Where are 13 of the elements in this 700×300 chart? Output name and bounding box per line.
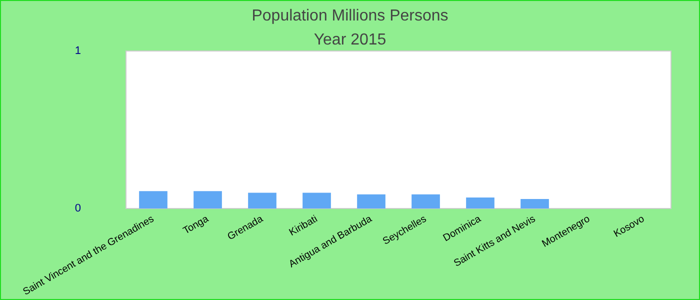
bar xyxy=(357,194,386,208)
bar xyxy=(248,192,276,208)
bar xyxy=(302,192,331,208)
bar xyxy=(412,194,440,208)
chart-title: Population Millions Persons xyxy=(252,8,448,24)
bar xyxy=(466,197,494,208)
chart-subtitle: Year 2015 xyxy=(314,32,386,48)
y-tick-label: 1 xyxy=(74,45,81,57)
y-tick-label: 0 xyxy=(74,202,81,214)
bar xyxy=(194,191,222,208)
bar xyxy=(139,191,168,208)
bar xyxy=(520,199,549,208)
x-tick-label: Tonga xyxy=(181,214,211,237)
